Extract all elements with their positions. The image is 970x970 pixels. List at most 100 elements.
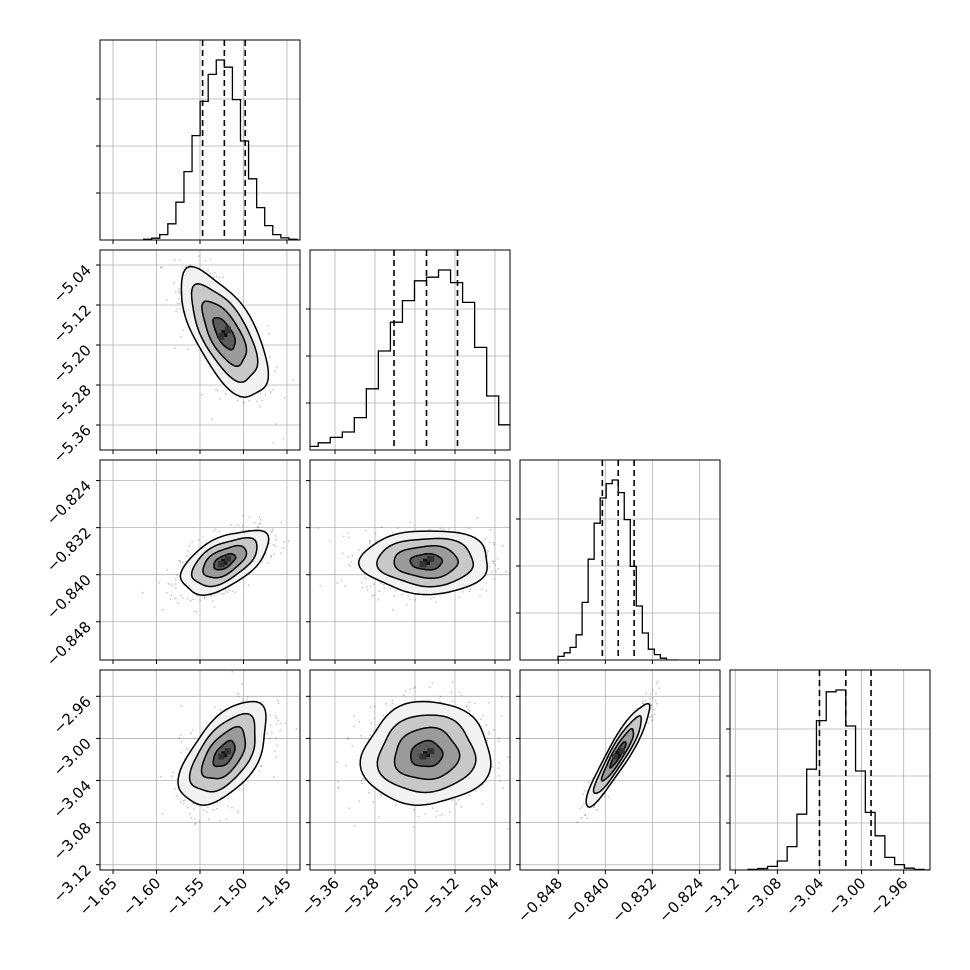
x-tick-label-col0: −1.55 xyxy=(163,874,208,919)
sample-point xyxy=(179,734,182,737)
sample-point xyxy=(480,718,482,720)
sample-point xyxy=(159,775,162,778)
sample-point xyxy=(345,764,347,767)
sample-point xyxy=(409,688,411,691)
sample-point xyxy=(178,297,180,300)
sample-point xyxy=(428,686,431,688)
sample-point xyxy=(497,567,500,570)
sample-point xyxy=(486,551,488,554)
sample-point xyxy=(488,701,490,704)
sample-point xyxy=(338,786,340,788)
sample-point xyxy=(246,698,249,701)
sample-point xyxy=(227,588,230,591)
y-tick-label-row1: −5.12 xyxy=(50,301,95,346)
scatter-panel-3-0 xyxy=(96,669,301,874)
sample-point xyxy=(373,583,375,586)
sample-point xyxy=(171,775,174,778)
hist-axes-frame xyxy=(729,669,931,871)
sample-point xyxy=(275,723,278,725)
sample-point xyxy=(469,588,472,591)
sample-point xyxy=(186,806,189,809)
sample-point xyxy=(179,560,182,562)
sample-point xyxy=(498,775,500,777)
sample-point xyxy=(404,690,407,693)
sample-point xyxy=(467,708,470,711)
sample-point xyxy=(259,522,262,524)
sample-point xyxy=(492,560,494,562)
sample-point xyxy=(257,526,260,529)
sample-point xyxy=(259,405,261,408)
sample-point xyxy=(380,526,383,528)
sample-point xyxy=(377,598,380,601)
sample-point xyxy=(193,610,196,612)
sample-point xyxy=(216,390,219,392)
sample-point xyxy=(231,590,234,593)
density-peak-cell xyxy=(224,555,231,562)
sample-point xyxy=(207,270,210,272)
sample-point xyxy=(141,591,144,594)
sample-point xyxy=(212,808,215,811)
sample-point xyxy=(383,587,386,589)
sample-point xyxy=(496,557,499,560)
sample-point xyxy=(175,586,177,589)
sample-point xyxy=(368,542,371,544)
sample-point xyxy=(184,266,187,269)
sample-point xyxy=(487,549,489,552)
sample-point xyxy=(280,522,283,524)
sample-point xyxy=(363,576,366,579)
sample-point xyxy=(347,555,349,558)
sample-point xyxy=(435,601,437,604)
sample-point xyxy=(180,704,183,707)
y-tick-label-row3: −3.04 xyxy=(50,777,95,822)
sample-point xyxy=(170,594,173,597)
sample-point xyxy=(336,582,339,584)
sample-point xyxy=(607,795,610,798)
sample-point xyxy=(507,756,510,759)
sample-point xyxy=(650,703,652,706)
sample-point xyxy=(272,388,275,391)
sample-point xyxy=(368,791,370,794)
sample-point xyxy=(489,528,492,531)
sample-point xyxy=(431,807,434,809)
scatter-panel-2-0 xyxy=(96,459,301,664)
sample-point xyxy=(182,597,184,599)
sample-point xyxy=(649,716,651,719)
sample-point xyxy=(379,793,382,796)
sample-point xyxy=(393,595,396,597)
y-tick-label-row1: −5.20 xyxy=(50,341,95,386)
sample-point xyxy=(340,579,343,582)
scatter-content xyxy=(159,670,298,826)
sample-point xyxy=(221,593,224,596)
sample-point xyxy=(441,813,444,816)
hist-panel-3 xyxy=(726,669,931,874)
sample-point xyxy=(179,561,182,564)
sample-point xyxy=(279,722,282,725)
sample-point xyxy=(649,697,652,700)
sample-point xyxy=(218,276,221,279)
sample-point xyxy=(586,817,589,820)
sample-point xyxy=(261,399,263,402)
sample-point xyxy=(353,725,356,728)
hist-axes-frame xyxy=(309,249,511,451)
sample-point xyxy=(401,593,403,596)
sample-point xyxy=(581,805,584,808)
sample-point xyxy=(267,325,270,328)
sample-point xyxy=(369,540,371,543)
sample-point xyxy=(358,800,361,802)
sample-point xyxy=(360,779,363,782)
density-peak-cell xyxy=(419,561,427,568)
sample-point xyxy=(179,291,181,294)
sample-point xyxy=(186,597,189,600)
sample-point xyxy=(260,765,263,767)
sample-point xyxy=(425,699,428,702)
sample-point xyxy=(368,539,371,542)
sample-point xyxy=(273,750,276,752)
sample-point xyxy=(254,521,256,524)
sample-point xyxy=(283,397,286,399)
scatter-panel-3-1 xyxy=(306,669,511,874)
sample-point xyxy=(283,541,285,543)
sample-point xyxy=(227,797,229,800)
sample-point xyxy=(193,808,195,810)
sample-point xyxy=(191,729,194,731)
sample-point xyxy=(329,540,332,543)
